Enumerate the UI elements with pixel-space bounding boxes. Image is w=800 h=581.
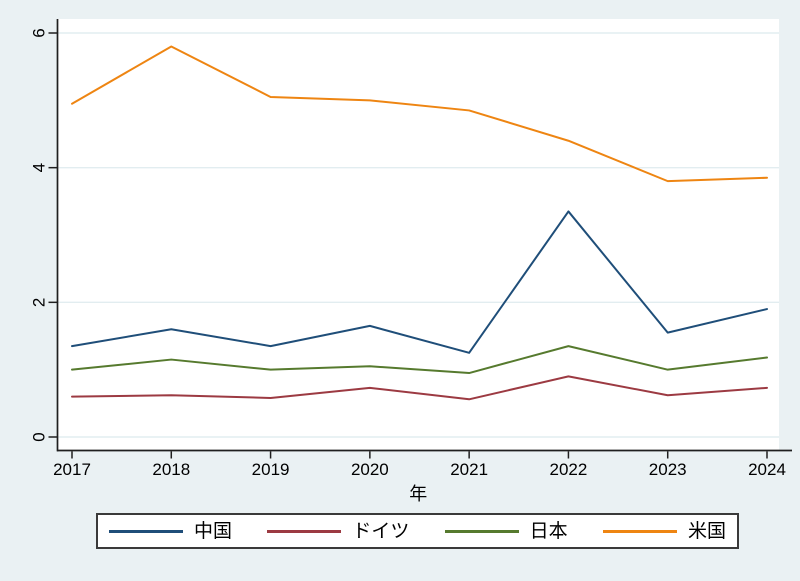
legend-swatch-中国 <box>109 529 183 533</box>
legend-label-中国: 中国 <box>194 520 233 542</box>
legend-label-ドイツ: ドイツ <box>352 520 410 542</box>
legend-label-米国: 米国 <box>687 520 726 542</box>
x-tick-label-2017: 2017 <box>53 460 91 479</box>
legend-item-ドイツ: ドイツ <box>267 522 409 541</box>
series-line-ドイツ <box>71 375 768 401</box>
series-line-日本 <box>71 345 768 375</box>
legend-label-日本: 日本 <box>529 520 568 542</box>
legend: 中国 ドイツ 日本 米国 <box>96 513 739 549</box>
legend-swatch-ドイツ <box>267 529 342 533</box>
y-tick-label-0: 0 <box>30 432 49 441</box>
legend-item-米国: 米国 <box>602 520 726 542</box>
plot-area <box>58 19 779 451</box>
legend-swatch-米国 <box>602 529 677 533</box>
series-line-米国 <box>71 45 768 183</box>
y-tick-label-4: 4 <box>30 163 49 172</box>
x-tick-label-2018: 2018 <box>152 460 190 479</box>
y-tick-label-6: 6 <box>30 28 49 37</box>
x-tick-label-2023: 2023 <box>649 460 687 479</box>
x-axis-title: 年 <box>409 484 428 504</box>
x-tick-label-2019: 2019 <box>252 460 290 479</box>
legend-swatch-日本 <box>444 529 519 533</box>
x-tick-label-2021: 2021 <box>450 460 488 479</box>
legend-item-日本: 日本 <box>444 520 568 542</box>
x-tick-label-2020: 2020 <box>351 460 389 479</box>
legend-item-中国: 中国 <box>109 522 232 541</box>
series-line-中国 <box>71 210 768 354</box>
y-tick-label-2: 2 <box>30 298 49 307</box>
x-tick-label-2024: 2024 <box>748 460 786 479</box>
x-tick-label-2022: 2022 <box>550 460 588 479</box>
